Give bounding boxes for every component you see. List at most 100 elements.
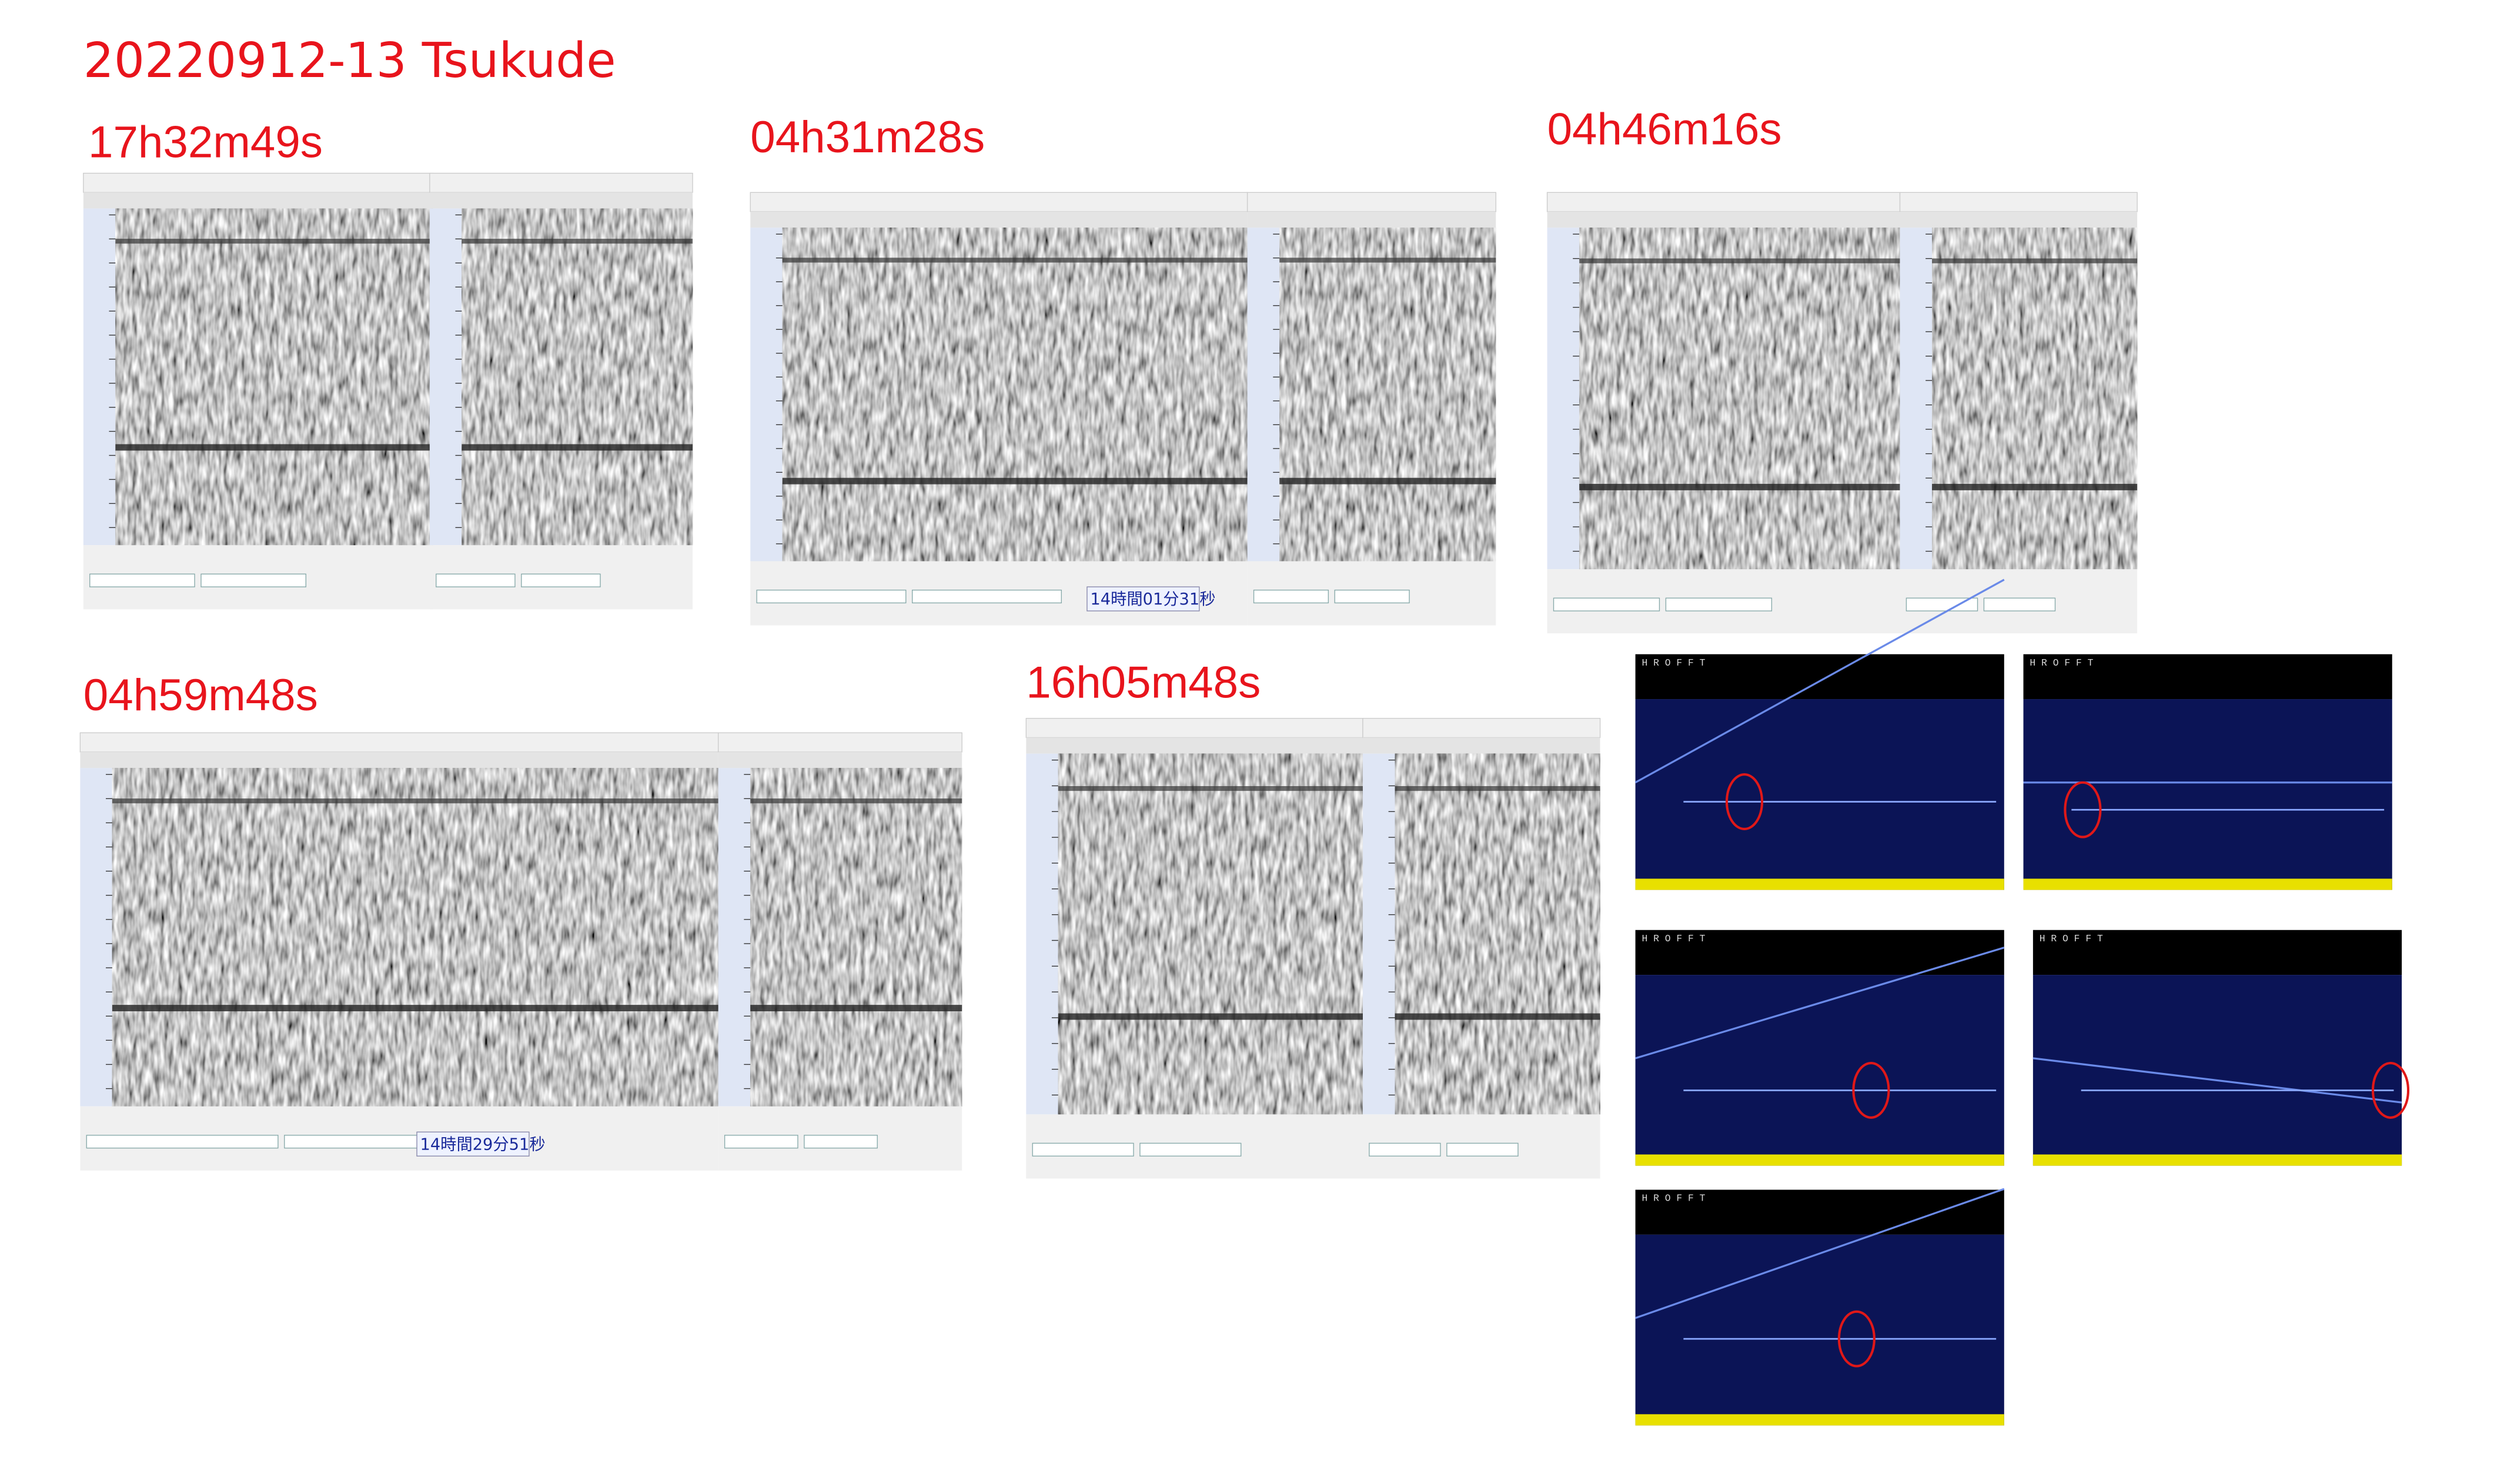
toolbar [1362,718,1601,738]
hrofft-panel: H R O F F T [1634,579,2005,890]
upper-band [1579,258,1900,263]
toolbar [83,172,433,193]
selection-field [1253,589,1329,604]
hrofft-power [1635,1154,2004,1166]
hrofft-power [2023,878,2392,890]
meteor-trace [1635,1188,2005,1319]
spectrogram [1058,753,1363,1115]
spectrogram [115,208,433,546]
spectrogram-window [83,172,433,610]
spectrogram-window [1362,718,1601,1179]
meteor-circle [2064,781,2102,838]
spectrogram-window [1546,192,1901,634]
carrier-band [1395,1013,1600,1020]
selection-field [1032,1142,1134,1157]
freq-axis [750,228,783,561]
spectrogram-window [1246,192,1497,626]
hrofft-panel: H R O F F T [2023,654,2392,890]
hrofft-power [1635,1414,2004,1426]
hrofft-header [2032,930,2402,975]
selection-field [1665,597,1773,611]
selection-field [912,589,1062,604]
page-title: 20220912-13 Tsukude [83,33,616,89]
spectrogram-window [429,172,693,610]
event-time: 04h31m28s [750,112,985,162]
upper-band [115,239,433,244]
spectrogram-window [1899,192,2138,634]
selection-field [724,1135,798,1149]
time-ruler [750,212,1248,228]
hrofft-logo: H R O F F T [2040,933,2103,944]
hrofft-plot [1635,699,2004,890]
spectrogram-window [718,732,962,1171]
spectrogram [1279,228,1496,561]
upper-band [1395,786,1600,791]
time-ruler [83,192,433,209]
carrier-band [1579,483,1900,490]
time-ruler [1362,737,1600,754]
time-ruler [1547,212,1900,228]
freq-axis [718,768,751,1107]
event-time: 04h59m48s [83,670,318,720]
time-ruler [1026,737,1363,754]
hrofft-power [2032,1154,2402,1166]
selection-field [86,1135,279,1149]
upper-band [750,798,962,804]
hrofft-header [2023,654,2392,700]
selection-field [1369,1142,1441,1157]
selection-field [200,573,307,587]
time-readout: 14時間29分51秒 [420,1135,545,1154]
hrofft-panel: H R O F F T [1635,1188,2005,1426]
readout-box [1086,586,1200,611]
readout-box [416,1131,530,1157]
hrofft-logo: H R O F F T [2030,657,2093,669]
meteor-circle [1852,1062,1890,1119]
toolbar [1546,192,1901,212]
time-ruler [1900,212,2138,228]
toolbar [429,172,693,193]
toolbar [1025,718,1363,738]
hrofft-power [1635,878,2004,890]
upper-band [462,239,693,244]
carrier-band [1058,1013,1363,1020]
spectrogram [750,768,962,1107]
spectrogram [782,228,1248,561]
selection-field [1446,1142,1519,1157]
event-time: 04h46m16s [1547,104,1782,154]
freq-axis [83,208,116,546]
spectrogram-window [750,192,1248,626]
time-ruler [718,752,962,768]
hrofft-panel: H R O F F T [2032,930,2410,1166]
spectrogram [1395,753,1600,1115]
hrofft-header [1635,654,2004,700]
time-readout: 14時間01分31秒 [1090,590,1215,609]
meteor-trace [1634,579,2005,784]
spectrogram [1932,228,2138,570]
selection-field [521,573,601,587]
hrofft-logo: H R O F F T [1642,1193,1705,1204]
hrofft-plot [2023,699,2392,890]
toolbar [750,192,1248,212]
toolbar [1899,192,2138,212]
toolbar [1246,192,1497,212]
time-ruler [1247,212,1496,228]
toolbar [79,732,719,753]
spectrogram [1579,228,1900,570]
spectrogram-window [1025,718,1363,1179]
hrofft-plot [2032,975,2402,1166]
freq-axis [1247,228,1280,561]
hrofft-header [1635,1189,2004,1235]
freq-axis [429,208,462,546]
selection-field [436,573,516,587]
hrofft-plot [1635,1234,2004,1426]
freq-axis [1362,753,1395,1115]
carrier-band [750,1005,962,1012]
carrier-band [1932,483,2138,490]
hrofft-panel: H R O F F T [1635,930,2005,1166]
selection-field [1139,1142,1242,1157]
time-ruler [80,752,718,768]
upper-band [782,258,1248,263]
